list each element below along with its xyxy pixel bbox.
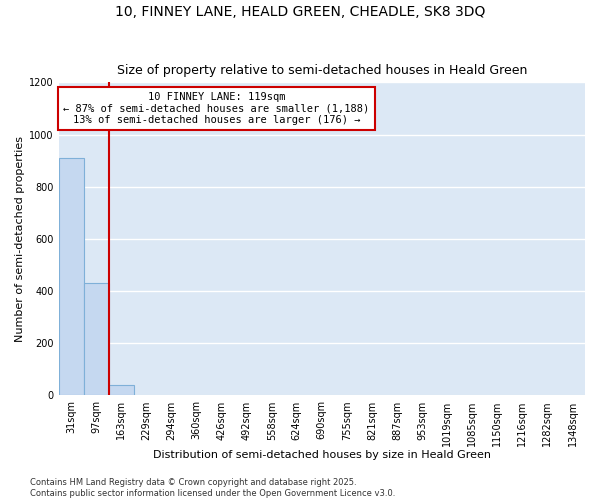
Y-axis label: Number of semi-detached properties: Number of semi-detached properties — [15, 136, 25, 342]
Bar — [59, 158, 84, 396]
X-axis label: Distribution of semi-detached houses by size in Heald Green: Distribution of semi-detached houses by … — [153, 450, 491, 460]
Title: Size of property relative to semi-detached houses in Heald Green: Size of property relative to semi-detach… — [116, 64, 527, 77]
Bar — [84, 284, 109, 396]
Text: 10, FINNEY LANE, HEALD GREEN, CHEADLE, SK8 3DQ: 10, FINNEY LANE, HEALD GREEN, CHEADLE, S… — [115, 5, 485, 19]
Text: Contains HM Land Registry data © Crown copyright and database right 2025.
Contai: Contains HM Land Registry data © Crown c… — [30, 478, 395, 498]
Text: 10 FINNEY LANE: 119sqm
← 87% of semi-detached houses are smaller (1,188)
13% of : 10 FINNEY LANE: 119sqm ← 87% of semi-det… — [64, 92, 370, 125]
Bar — [109, 385, 134, 396]
